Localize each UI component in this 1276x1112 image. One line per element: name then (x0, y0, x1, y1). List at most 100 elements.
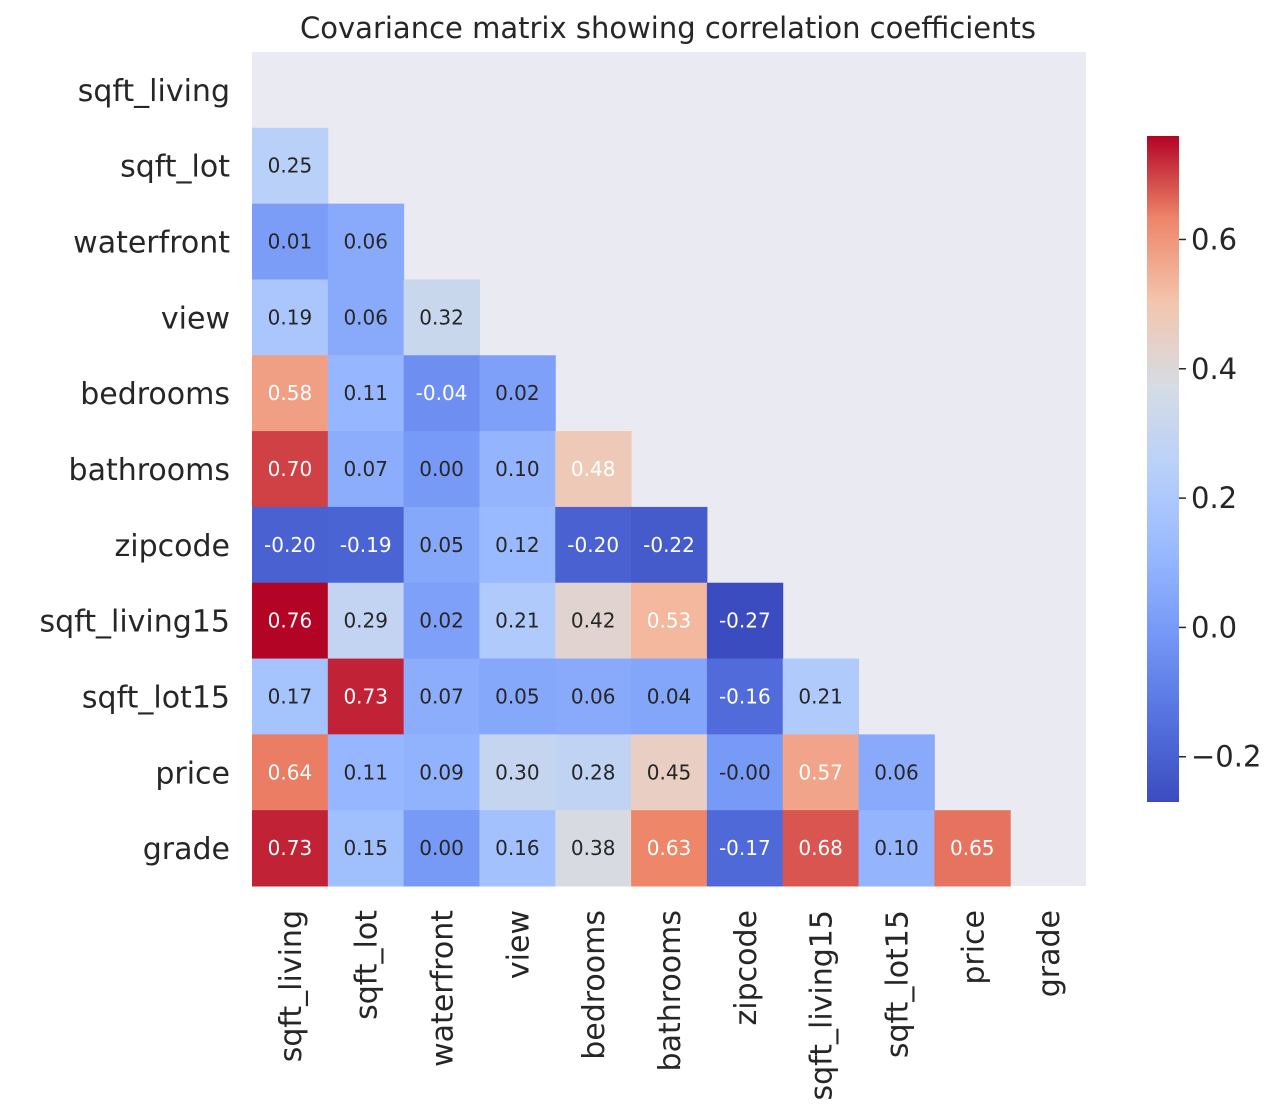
heatmap-cell (631, 734, 708, 811)
y-tick-label: bathrooms (69, 453, 230, 488)
cell-value-label: -0.20 (264, 533, 316, 557)
heatmap-cell (327, 658, 405, 735)
heatmap-cell (706, 658, 784, 735)
cell-value-label: -0.17 (719, 836, 771, 860)
y-tick-label: grade (143, 832, 230, 867)
y-tick-label: waterfront (73, 226, 230, 261)
heatmap-cell (479, 810, 556, 887)
colorbar-tick-label: 0.2 (1191, 481, 1237, 515)
heatmap-cell (706, 810, 784, 887)
heatmap-cell (555, 431, 632, 508)
heatmap-cell (403, 582, 480, 660)
heatmap-cell (403, 431, 480, 508)
cell-value-label: 0.76 (268, 609, 313, 633)
cell-value-label: -0.20 (567, 533, 619, 557)
heatmap-cell (252, 127, 329, 205)
cell-value-label: 0.10 (495, 457, 540, 481)
cell-value-label: 0.65 (950, 836, 995, 860)
cell-value-label: -0.19 (340, 533, 392, 557)
heatmap-cells: 0.25 0.01 0.06 0.19 0.06 0.32 0.58 0.11 -0.04 0.0… (252, 127, 1011, 887)
cell-value-label: 0.06 (874, 760, 919, 784)
colorbar-tick-label: 0.0 (1191, 610, 1237, 644)
y-tick-label: bedrooms (80, 377, 230, 412)
cell-value-label: 0.15 (343, 836, 388, 860)
heatmap-cell (631, 658, 708, 735)
x-tick-label: grade (1032, 910, 1067, 997)
heatmap-cell (555, 582, 632, 660)
x-tick-label: waterfront (426, 910, 461, 1067)
heatmap-cell (327, 810, 405, 887)
cell-value-label: 0.68 (798, 836, 843, 860)
heatmap-cell (252, 431, 329, 508)
heatmap-cell (782, 810, 860, 887)
heatmap-cell (555, 734, 632, 811)
cell-value-label: 0.29 (343, 609, 388, 633)
heatmap-cell (631, 506, 708, 584)
y-tick-label: zipcode (115, 529, 230, 564)
x-tick-label: price (956, 910, 991, 985)
cell-value-label: 0.17 (268, 684, 313, 708)
y-tick-label: sqft_lot (120, 150, 230, 185)
cell-value-label: 0.16 (495, 836, 540, 860)
cell-value-label: 0.11 (343, 381, 388, 405)
cell-value-label: -0.22 (643, 533, 695, 557)
x-tick-label: sqft_living (274, 910, 309, 1062)
cell-value-label: 0.25 (268, 154, 313, 178)
cell-value-label: 0.12 (495, 533, 540, 557)
cell-value-label: 0.00 (419, 457, 464, 481)
heatmap-cell (479, 582, 556, 660)
heatmap-cell (327, 279, 405, 356)
y-tick-label: price (155, 756, 230, 791)
heatmap-cell (252, 810, 329, 887)
y-tick-label: sqft_living (78, 74, 230, 109)
heatmap-cell (327, 355, 405, 432)
heatmap-cell (252, 582, 329, 660)
cell-value-label: -0.00 (719, 760, 771, 784)
heatmap-cell (631, 810, 708, 887)
x-tick-label: sqft_living15 (805, 910, 840, 1100)
cell-value-label: 0.70 (268, 457, 313, 481)
cell-value-label: 0.02 (495, 381, 540, 405)
heatmap-cell (252, 658, 329, 735)
heatmap-cell (631, 582, 708, 660)
cell-value-label: 0.06 (343, 230, 388, 254)
cell-value-label: 0.64 (268, 760, 313, 784)
heatmap-cell (252, 279, 329, 356)
heatmap-cell (327, 431, 405, 508)
cell-value-label: -0.16 (719, 684, 771, 708)
cell-value-label: 0.30 (495, 760, 540, 784)
cell-value-label: 0.32 (419, 305, 464, 329)
heatmap-cell (706, 582, 784, 660)
cell-value-label: 0.11 (343, 760, 388, 784)
x-tick-labels: sqft_living sqft_lot waterfront view bedroom… (274, 910, 1067, 1101)
x-tick-label: zipcode (729, 910, 764, 1025)
cell-value-label: 0.06 (343, 305, 388, 329)
cell-value-label: 0.09 (419, 760, 464, 784)
cell-value-label: 0.21 (495, 609, 540, 633)
chart-title: Covariance matrix showing correlation co… (300, 11, 1036, 45)
cell-value-label: -0.27 (719, 609, 771, 633)
heatmap-cell (252, 203, 329, 280)
heatmap-cell (252, 506, 329, 584)
colorbar: −0.2 0.0 0.2 0.4 0.6 (1147, 136, 1261, 802)
cell-value-label: 0.02 (419, 609, 464, 633)
colorbar-tick-label: −0.2 (1191, 740, 1261, 774)
cell-value-label: 0.05 (495, 684, 540, 708)
x-tick-label: view (501, 910, 536, 979)
cell-value-label: -0.04 (416, 381, 468, 405)
heatmap-cell (555, 810, 632, 887)
heatmap-cell (403, 355, 480, 432)
heatmap-cell (327, 734, 405, 811)
cell-value-label: 0.00 (419, 836, 464, 860)
cell-value-label: 0.01 (268, 230, 313, 254)
y-tick-label: sqft_living15 (40, 605, 230, 640)
heatmap-cell (858, 734, 935, 811)
heatmap-cell (403, 810, 480, 887)
heatmap-cell (327, 203, 405, 280)
cell-value-label: 0.45 (647, 760, 692, 784)
cell-value-label: 0.42 (571, 609, 616, 633)
cell-value-label: 0.07 (419, 684, 464, 708)
y-tick-label: view (161, 301, 230, 336)
heatmap-cell (327, 582, 405, 660)
heatmap-cell (252, 355, 329, 432)
